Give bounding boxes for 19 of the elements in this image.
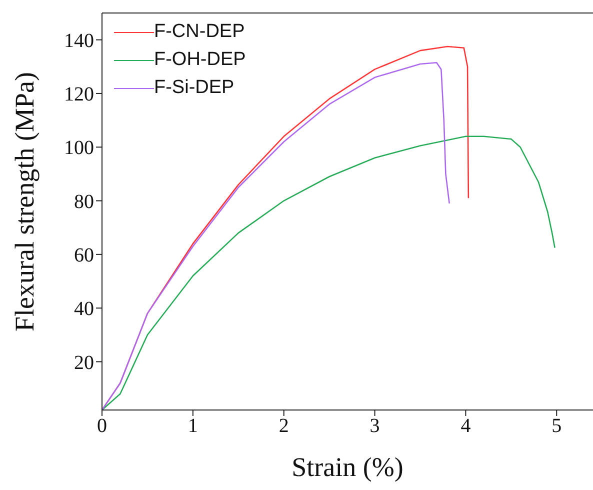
x-tick-label: 2 (278, 415, 289, 438)
legend-label: F-OH-DEP (154, 49, 246, 71)
y-tick-label: 80 (74, 190, 94, 213)
legend-label: F-CN-DEP (154, 21, 245, 43)
y-axis-title: Flexural strength (MPa) (10, 72, 40, 332)
x-tick-label: 5 (552, 415, 562, 438)
x-axis-title: Strain (%) (292, 452, 404, 482)
y-tick-label: 100 (64, 137, 94, 160)
y-tick-label: 60 (74, 244, 94, 267)
y-tick-label: 40 (74, 298, 94, 320)
y-tick-label: 140 (64, 30, 94, 52)
x-tick-label: 0 (97, 415, 107, 438)
x-tick-label: 3 (370, 415, 380, 438)
y-tick-label: 120 (64, 84, 94, 106)
x-tick-label: 1 (188, 415, 198, 438)
legend-label: F-Si-DEP (154, 77, 234, 99)
y-tick-label: 20 (74, 352, 94, 374)
x-tick-label: 4 (460, 415, 471, 438)
line-series (102, 136, 556, 410)
